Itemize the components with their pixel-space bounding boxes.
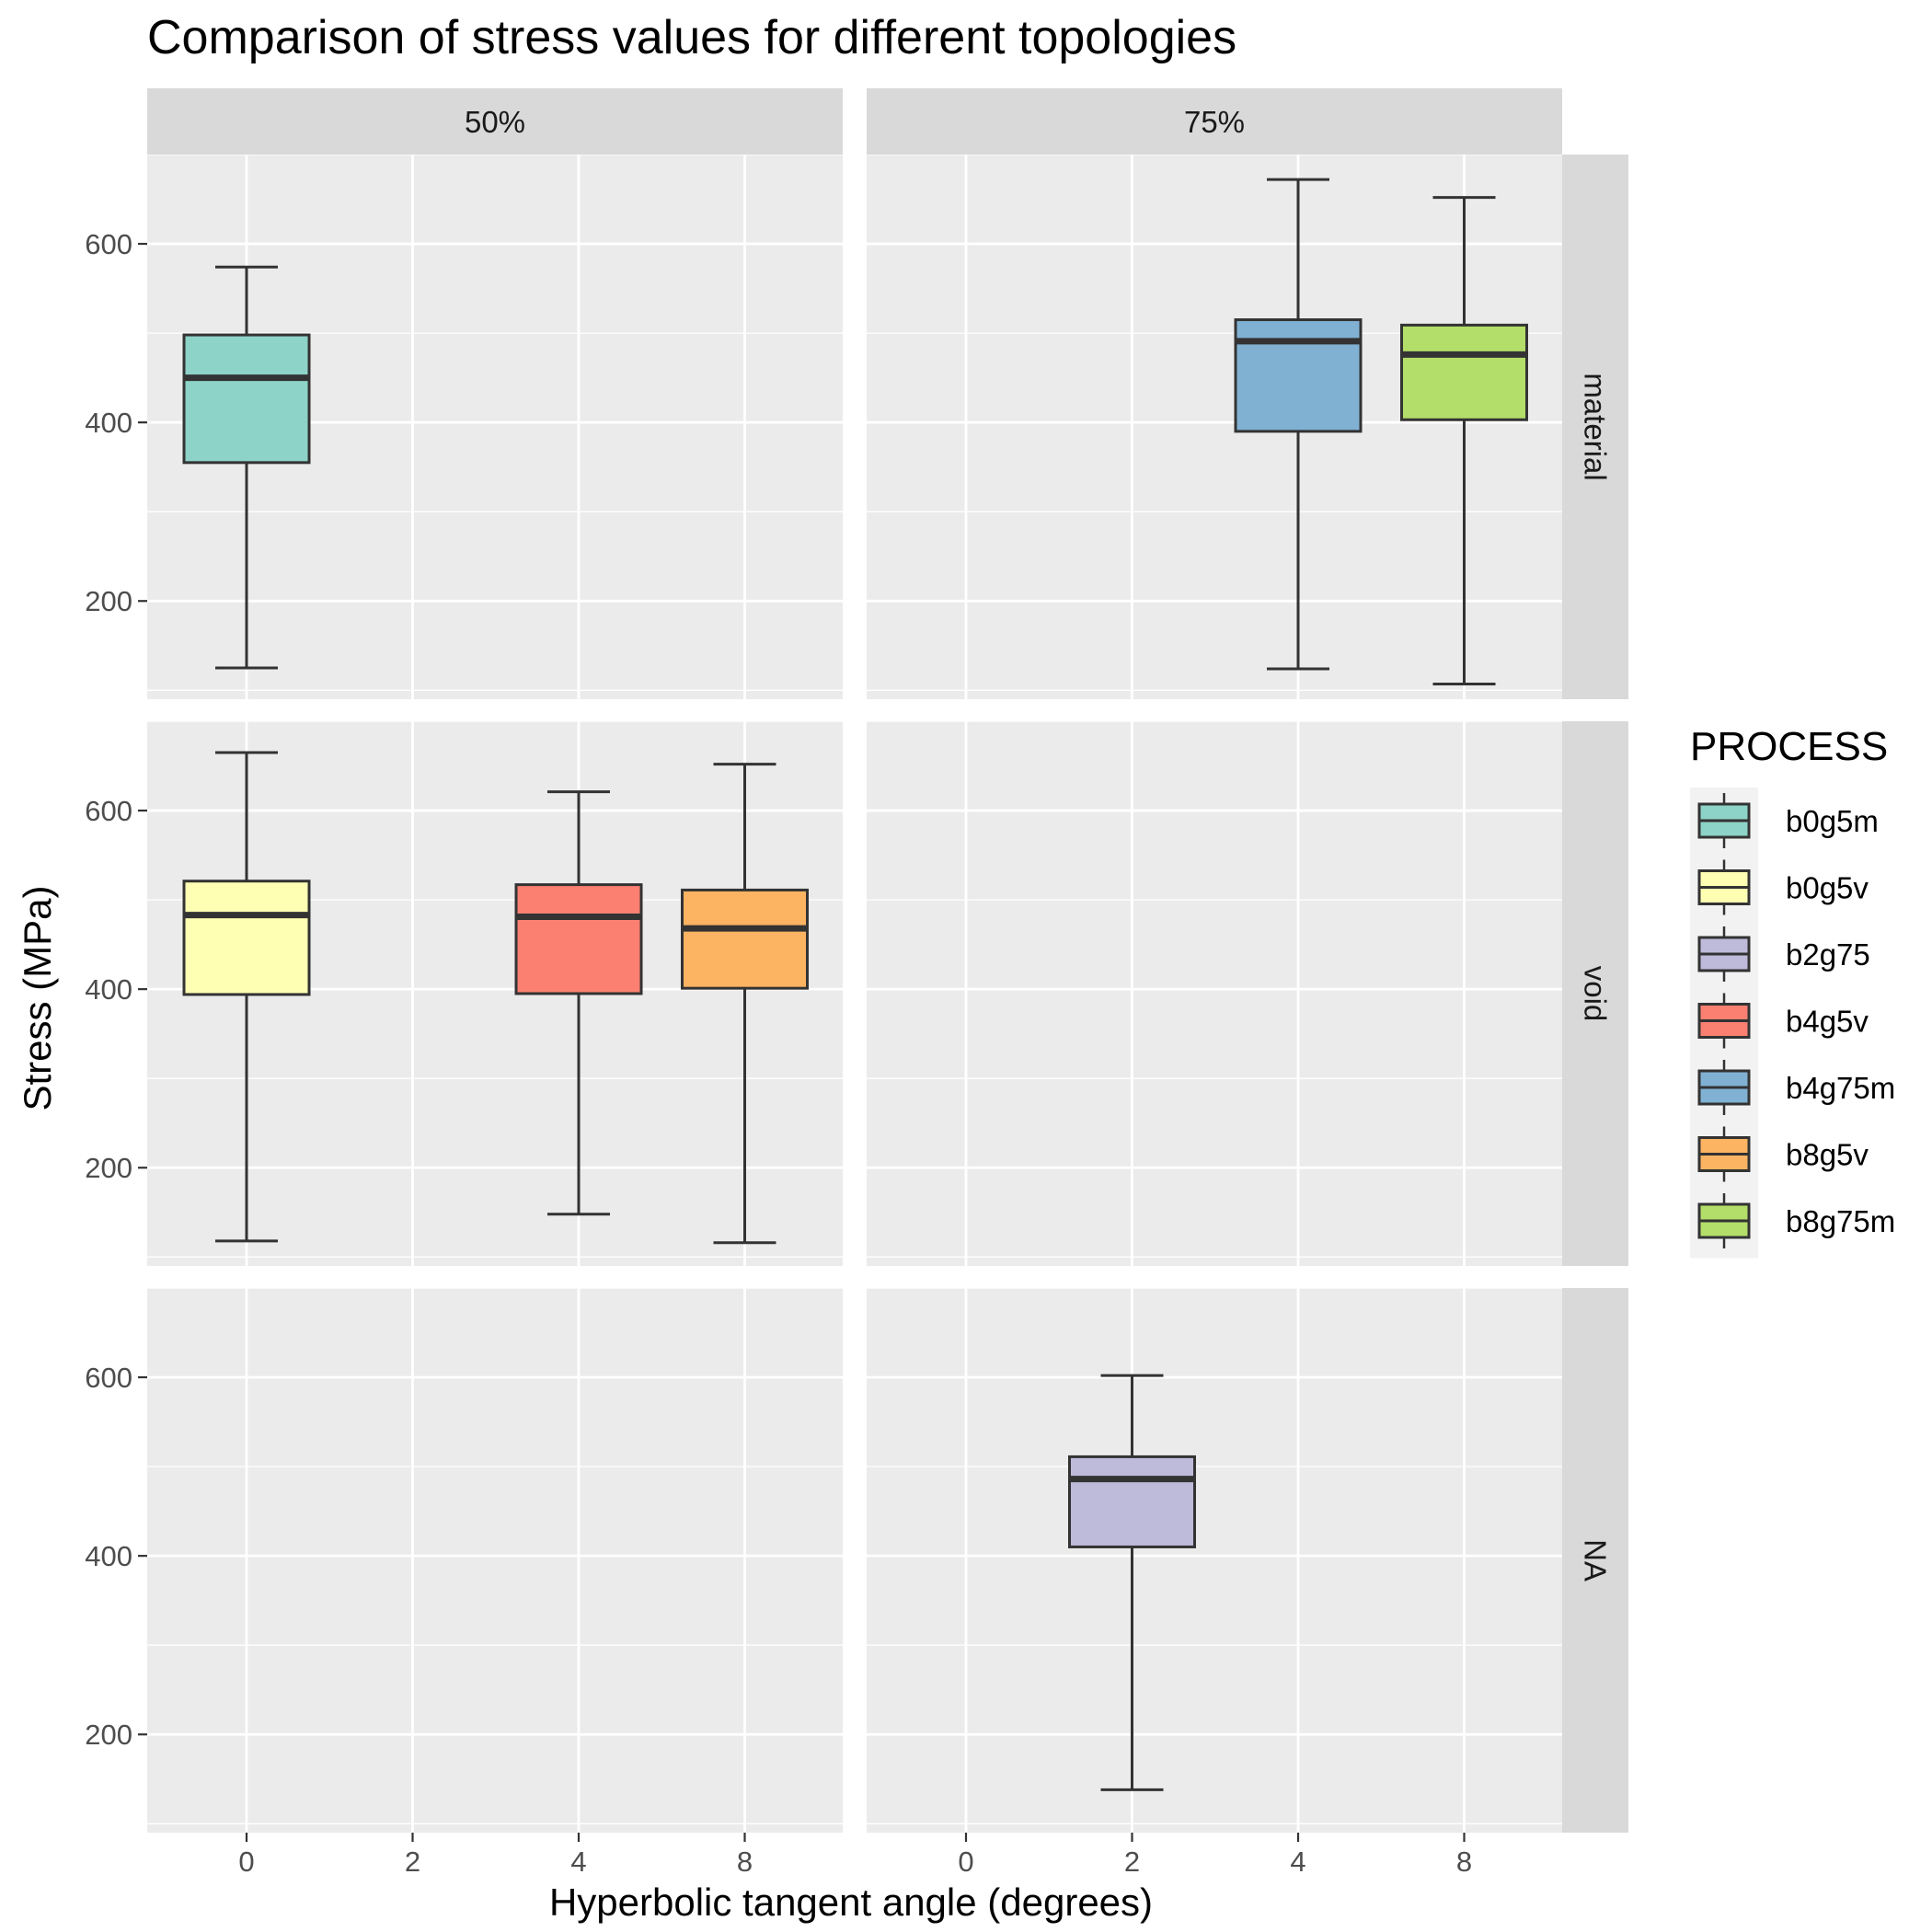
box-body: [182, 333, 311, 465]
panel-50pct-na: [147, 1287, 843, 1833]
box-b8g75m: [1400, 196, 1528, 686]
box-body: [1400, 323, 1528, 421]
x-tick-label: 4: [570, 1846, 586, 1878]
legend-item-b0g5v: b0g5v: [1697, 859, 1869, 915]
strip-void: [1562, 721, 1628, 1266]
y-tick-label: 200: [85, 1719, 132, 1751]
x-tick-label: 0: [958, 1846, 973, 1878]
panel-75pct-na: [867, 1287, 1562, 1833]
legend-items: b0g5m b0g5v b2g75 b4g5v b4g75m b8g5v b8g75m: [1690, 788, 1895, 1259]
panel-75pct-material: [867, 154, 1562, 699]
y-axis-title: Stress (MPa): [16, 885, 59, 1110]
x-tick-label: 8: [1456, 1846, 1472, 1878]
legend-item-b4g5v: b4g5v: [1697, 993, 1869, 1049]
strip-label-void: void: [1579, 966, 1613, 1022]
x-tick-label: 2: [405, 1846, 420, 1878]
box-b4g75m: [1234, 178, 1363, 671]
legend-item-b8g5v: b8g5v: [1697, 1126, 1869, 1182]
y-tick-label: 400: [85, 973, 132, 1006]
panel-background: [867, 155, 1562, 699]
strip-75pct: [867, 88, 1562, 155]
box-body: [182, 880, 311, 996]
strip-label-material: material: [1579, 373, 1613, 480]
y-tick-label: 200: [85, 1152, 132, 1184]
x-tick-label: 2: [1124, 1846, 1140, 1878]
panel-background: [867, 721, 1562, 1266]
legend: PROCESS b0g5mb0g5vb2g75b4g5vb4g75mb8g5vb…: [1690, 724, 1895, 1259]
x-tick-label: 0: [238, 1846, 254, 1878]
legend-label-b0g5v: b0g5v: [1786, 871, 1869, 905]
strip-label-75pct: 75%: [1184, 105, 1245, 139]
y-tick-label: 400: [85, 407, 132, 439]
strip-label-na: NA: [1579, 1539, 1613, 1581]
box-b8g5v: [681, 763, 809, 1245]
box-b2g75: [1068, 1374, 1196, 1791]
x-axis-title: Hyperbolic tangent angle (degrees): [549, 1880, 1153, 1924]
box-body: [681, 888, 809, 990]
legend-label-b2g75: b2g75: [1786, 937, 1870, 972]
box-b4g5v: [514, 790, 643, 1216]
x-axis: 0 2 4 8 0 2 4 8: [238, 1833, 1472, 1878]
legend-label-b4g75m: b4g75m: [1786, 1071, 1895, 1105]
legend-label-b8g75m: b8g75m: [1786, 1204, 1895, 1238]
strip-na: [1562, 1288, 1628, 1833]
facet-strips: 50% 75% material void NA: [147, 88, 1628, 1833]
y-tick-label: 200: [85, 585, 132, 617]
legend-label-b4g5v: b4g5v: [1786, 1005, 1869, 1039]
legend-title: PROCESS: [1690, 724, 1888, 769]
box-body: [1234, 318, 1363, 433]
y-axis: 200 400 600 200 400 600 200 400 600: [85, 228, 147, 1751]
legend-label-b0g5m: b0g5m: [1786, 804, 1879, 838]
y-tick-label: 600: [85, 228, 132, 260]
chart-title: Comparison of stress values for differen…: [147, 11, 1236, 64]
y-tick-label: 600: [85, 1362, 132, 1394]
strip-50pct: [147, 88, 843, 155]
x-tick-label: 8: [737, 1846, 753, 1878]
facet-panels: [147, 154, 1562, 1833]
legend-item-b0g5m: b0g5m: [1697, 793, 1879, 848]
y-tick-label: 600: [85, 795, 132, 827]
box-body: [514, 883, 643, 995]
box-b0g5m: [182, 265, 311, 670]
x-tick-label: 4: [1290, 1846, 1305, 1878]
legend-item-b8g75m: b8g75m: [1697, 1193, 1895, 1248]
panel-background: [147, 1288, 843, 1833]
strip-label-50pct: 50%: [465, 105, 525, 139]
strip-material: [1562, 155, 1628, 699]
panel-background: [867, 1288, 1562, 1833]
legend-label-b8g5v: b8g5v: [1786, 1138, 1869, 1172]
y-tick-label: 400: [85, 1540, 132, 1572]
box-b0g5v: [182, 751, 311, 1243]
panel-75pct-void: [867, 720, 1562, 1266]
legend-item-b4g75m: b4g75m: [1697, 1060, 1895, 1115]
box-body: [1068, 1455, 1196, 1548]
legend-item-b2g75: b2g75: [1697, 926, 1870, 982]
